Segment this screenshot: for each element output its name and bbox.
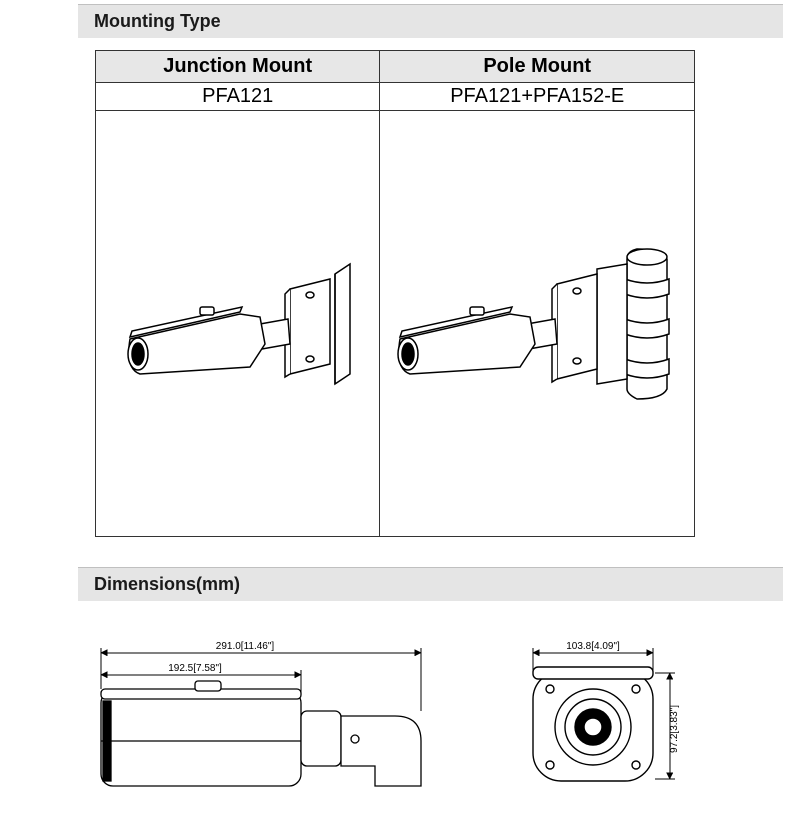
- dim-total-length: 291.0[11.46"]: [216, 641, 275, 652]
- dim-body-length: 192.5[7.58"]: [168, 663, 222, 674]
- col-header-pole: Pole Mount: [380, 51, 695, 83]
- mounting-type-header: Mounting Type: [78, 4, 783, 38]
- dimensions-header: Dimensions(mm): [78, 567, 783, 601]
- col-header-junction: Junction Mount: [96, 51, 380, 83]
- camera-junction-icon: [110, 249, 365, 399]
- model-junction: PFA121: [96, 83, 380, 111]
- dimension-side-view-icon: 291.0[11.46"] 192.5[7.58"]: [95, 631, 435, 811]
- dimension-front-view-icon: 103.8[4.09"] 97.2[3.83"]: [505, 631, 685, 801]
- dim-front-width: 103.8[4.09"]: [566, 641, 620, 652]
- junction-mount-illustration: [96, 111, 380, 537]
- mounting-table: Junction Mount Pole Mount PFA121 PFA121+…: [95, 50, 695, 537]
- camera-pole-icon: [392, 239, 682, 409]
- dim-front-height: 97.2[3.83"]: [669, 705, 680, 753]
- dimensions-diagrams: 291.0[11.46"] 192.5[7.58"]: [95, 631, 695, 791]
- model-pole: PFA121+PFA152-E: [380, 83, 695, 111]
- pole-mount-illustration: [380, 111, 695, 537]
